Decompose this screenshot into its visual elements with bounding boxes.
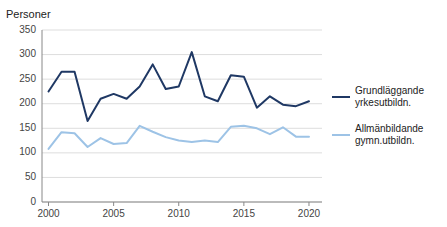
y-axis-label: Personer <box>6 8 51 20</box>
x-axis-line <box>42 202 322 203</box>
legend-label: Allmänbildandegymn.utbildn. <box>355 123 424 146</box>
grid-line <box>42 202 322 203</box>
y-axis-line <box>42 30 43 202</box>
legend-label: Grundläggandeyrkesutbildn. <box>355 85 424 108</box>
legend: Grundläggandeyrkesutbildn. Allmänbildande… <box>332 85 424 146</box>
x-tick <box>308 202 309 206</box>
y-tick-label: 150 <box>19 122 36 133</box>
x-tick-label: 2010 <box>168 208 191 219</box>
y-tick-label: 50 <box>25 171 37 182</box>
y-tick-label: 0 <box>30 196 36 207</box>
grid-line <box>42 54 322 55</box>
x-tick <box>243 202 244 206</box>
y-tick-label: 350 <box>19 24 36 35</box>
y-tick-label: 200 <box>19 97 36 108</box>
series-line <box>49 126 309 149</box>
x-tick-label: 2000 <box>37 208 60 219</box>
grid-line <box>42 177 322 178</box>
axes: 0 50 100 150 200 250 300 350 2000 2005 2010 2015 202… <box>19 24 322 219</box>
y-tick-label: 100 <box>19 146 36 157</box>
x-tick-label: 2005 <box>103 208 126 219</box>
x-tick <box>48 202 49 206</box>
y-tick-label: 250 <box>19 73 36 84</box>
lines <box>49 52 309 149</box>
series-line <box>49 52 309 121</box>
x-tick-label: 2020 <box>298 208 321 219</box>
grid-line <box>42 30 322 31</box>
chart: 0 50 100 150 200 250 300 350 2000 2005 2010 2015 202… <box>0 0 447 227</box>
y-tick-label: 300 <box>19 48 36 59</box>
legend-swatch <box>332 134 350 136</box>
x-tick <box>178 202 179 206</box>
grid-line <box>42 152 322 153</box>
x-tick-label: 2015 <box>233 208 256 219</box>
legend-swatch <box>332 96 350 98</box>
x-tick <box>113 202 114 206</box>
